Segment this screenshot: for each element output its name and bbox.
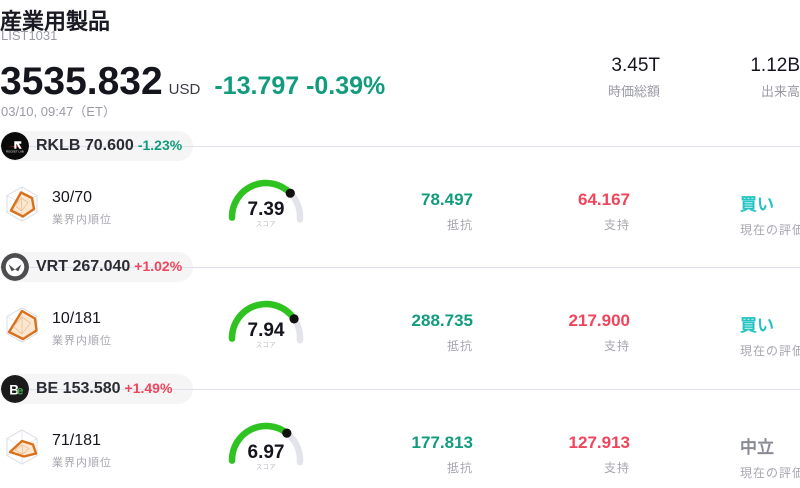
svg-text:ROCKET LAB: ROCKET LAB bbox=[6, 150, 24, 153]
svg-text:e: e bbox=[17, 383, 24, 397]
